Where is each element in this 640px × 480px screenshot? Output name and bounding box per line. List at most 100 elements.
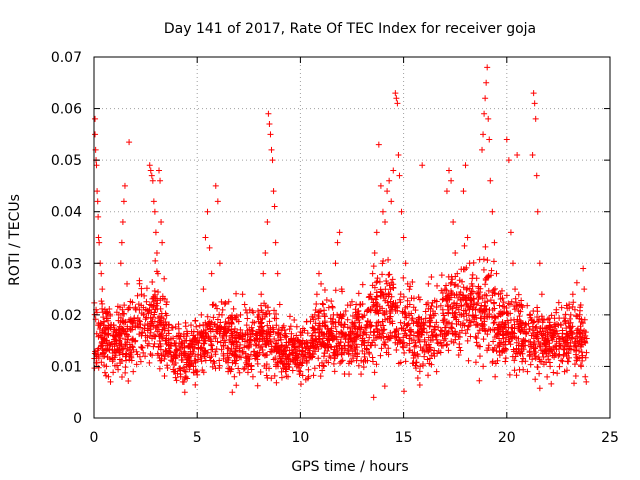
data-point [382,286,389,293]
data-point [413,359,420,366]
data-point [354,353,361,360]
data-point [233,353,240,360]
data-point [323,296,330,303]
data-point [151,340,158,347]
data-point [312,320,319,327]
data-point [359,281,366,288]
data-point [378,326,385,333]
data-point [330,360,337,367]
data-point [262,341,269,348]
data-point [406,301,413,308]
data-point [118,239,125,246]
data-point [178,341,185,348]
data-point [445,273,452,280]
data-point [273,379,280,386]
data-point [448,288,455,295]
data-point [487,297,494,304]
data-point [359,314,366,321]
data-point [278,368,285,375]
data-point [572,373,579,380]
data-point [180,350,187,357]
data-point [161,372,168,379]
data-point [355,290,362,297]
data-point [338,315,345,322]
data-point [442,324,449,331]
data-point [493,332,500,339]
data-point [513,339,520,346]
data-point [482,281,489,288]
data-point [532,376,539,383]
data-point [480,336,487,343]
data-point [110,322,117,329]
data-point [433,303,440,310]
data-point [326,328,333,335]
data-point [558,304,565,311]
data-point [389,301,396,308]
data-point [561,368,568,375]
data-point [491,299,498,306]
data-point [359,313,366,320]
data-point [162,347,169,354]
data-point [216,357,223,364]
data-point [530,319,537,326]
data-point [370,299,377,306]
data-point [177,373,184,380]
data-point [463,264,470,271]
data-point [160,315,167,322]
data-point [402,327,409,334]
data-point [355,323,362,330]
data-point [162,337,169,344]
data-point [571,306,578,313]
data-point [380,322,387,329]
data-point [401,388,408,395]
data-point [271,372,278,379]
data-point [431,323,438,330]
data-point [409,279,416,286]
data-point [490,338,497,345]
data-point [401,314,408,321]
data-point [387,310,394,317]
data-point [511,367,518,374]
data-point [449,329,456,336]
data-point [214,198,221,205]
data-point [333,328,340,335]
data-point [183,363,190,370]
data-point [431,353,438,360]
data-point [252,342,259,349]
data-point [157,340,164,347]
data-point [490,286,497,293]
data-point [414,374,421,381]
data-point [267,131,274,138]
data-point [244,332,251,339]
data-point [262,249,269,256]
data-point [119,219,126,226]
data-point [448,279,455,286]
data-point [415,329,422,336]
data-point [502,338,509,345]
data-point [406,312,413,319]
data-point [260,351,267,358]
data-point [422,308,429,315]
data-point [110,369,117,376]
data-point [157,346,164,353]
data-point [429,332,436,339]
data-point [386,335,393,342]
data-point [310,372,317,379]
data-point [167,342,174,349]
data-point [218,311,225,318]
data-point [504,310,511,317]
data-point [263,340,270,347]
data-point [129,344,136,351]
data-point [362,324,369,331]
data-point [402,304,409,311]
data-point [101,330,108,337]
data-point [320,331,327,338]
data-point [116,323,123,330]
data-point [329,303,336,310]
data-point [561,318,568,325]
data-point [402,260,409,267]
data-point [342,321,349,328]
data-point [329,336,336,343]
data-point [562,317,569,324]
data-point [384,315,391,322]
